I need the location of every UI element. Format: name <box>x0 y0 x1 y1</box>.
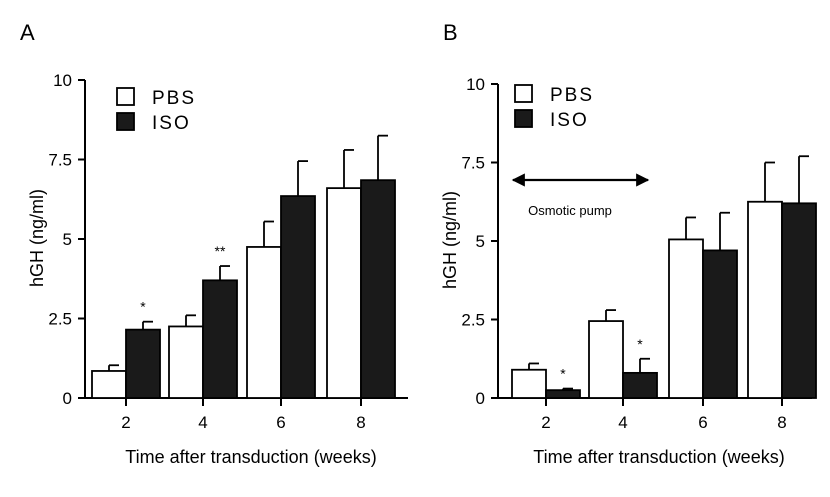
x-tick-label: 6 <box>276 413 285 432</box>
significance-marker: * <box>637 336 643 352</box>
panel-letter: B <box>443 20 458 45</box>
osmotic-pump-label: Osmotic pump <box>528 203 612 218</box>
panel-b: B 0 2.5 5 7.5 10 2 4 6 8 * * PBS ISO hGH (ng/ml) Time a… <box>440 20 817 467</box>
y-tick-label: 10 <box>466 75 485 94</box>
significance-marker: ** <box>215 243 226 259</box>
y-tick-label: 5 <box>63 230 72 249</box>
y-tick-label: 2.5 <box>48 310 72 329</box>
x-axis-title: Time after transduction (weeks) <box>125 447 376 467</box>
y-tick-label: 0 <box>63 389 72 408</box>
legend-label: ISO <box>152 113 191 134</box>
bar-iso <box>202 279 238 399</box>
x-axis-title: Time after transduction (weeks) <box>533 447 784 467</box>
y-axis-title: hGH (ng/ml) <box>440 191 460 289</box>
x-tick-label: 6 <box>698 413 707 432</box>
legend-swatch-pbs <box>116 87 135 106</box>
bar-iso <box>360 179 396 399</box>
x-tick-label: 8 <box>356 413 365 432</box>
y-tick-label: 10 <box>53 71 72 90</box>
legend-swatch-iso <box>116 112 135 131</box>
y-tick-label: 7.5 <box>461 154 485 173</box>
y-axis-title: hGH (ng/ml) <box>27 189 47 287</box>
legend-label: PBS <box>550 85 594 106</box>
legend-swatch-pbs <box>514 84 533 103</box>
y-tick-label: 0 <box>476 389 485 408</box>
bar-pbs <box>246 246 282 399</box>
panel-letter: A <box>20 20 35 45</box>
bar-iso <box>280 195 316 399</box>
x-tick-label: 8 <box>777 413 786 432</box>
y-tick-label: 7.5 <box>48 151 72 170</box>
significance-marker: * <box>560 366 566 382</box>
legend-label: PBS <box>152 88 196 109</box>
y-tick-label: 2.5 <box>461 311 485 330</box>
bar-iso <box>622 371 658 399</box>
bar-pbs <box>326 187 362 399</box>
bar-pbs <box>747 200 783 399</box>
x-tick-label: 2 <box>541 413 550 432</box>
bar-pbs <box>511 368 547 399</box>
bar-pbs <box>91 370 127 399</box>
bar-pbs <box>588 320 624 399</box>
x-tick-label: 4 <box>618 413 627 432</box>
bar-pbs <box>668 238 704 399</box>
legend-label: ISO <box>550 110 589 131</box>
legend-swatch-iso <box>514 109 533 128</box>
x-tick-label: 4 <box>198 413 207 432</box>
bar-pbs <box>168 325 204 399</box>
bar-iso <box>125 328 161 399</box>
significance-marker: * <box>140 299 146 315</box>
bar-iso <box>702 249 738 399</box>
bar-iso <box>545 389 581 399</box>
x-tick-label: 2 <box>121 413 130 432</box>
bar-iso <box>781 202 817 399</box>
y-tick-label: 5 <box>476 232 485 251</box>
